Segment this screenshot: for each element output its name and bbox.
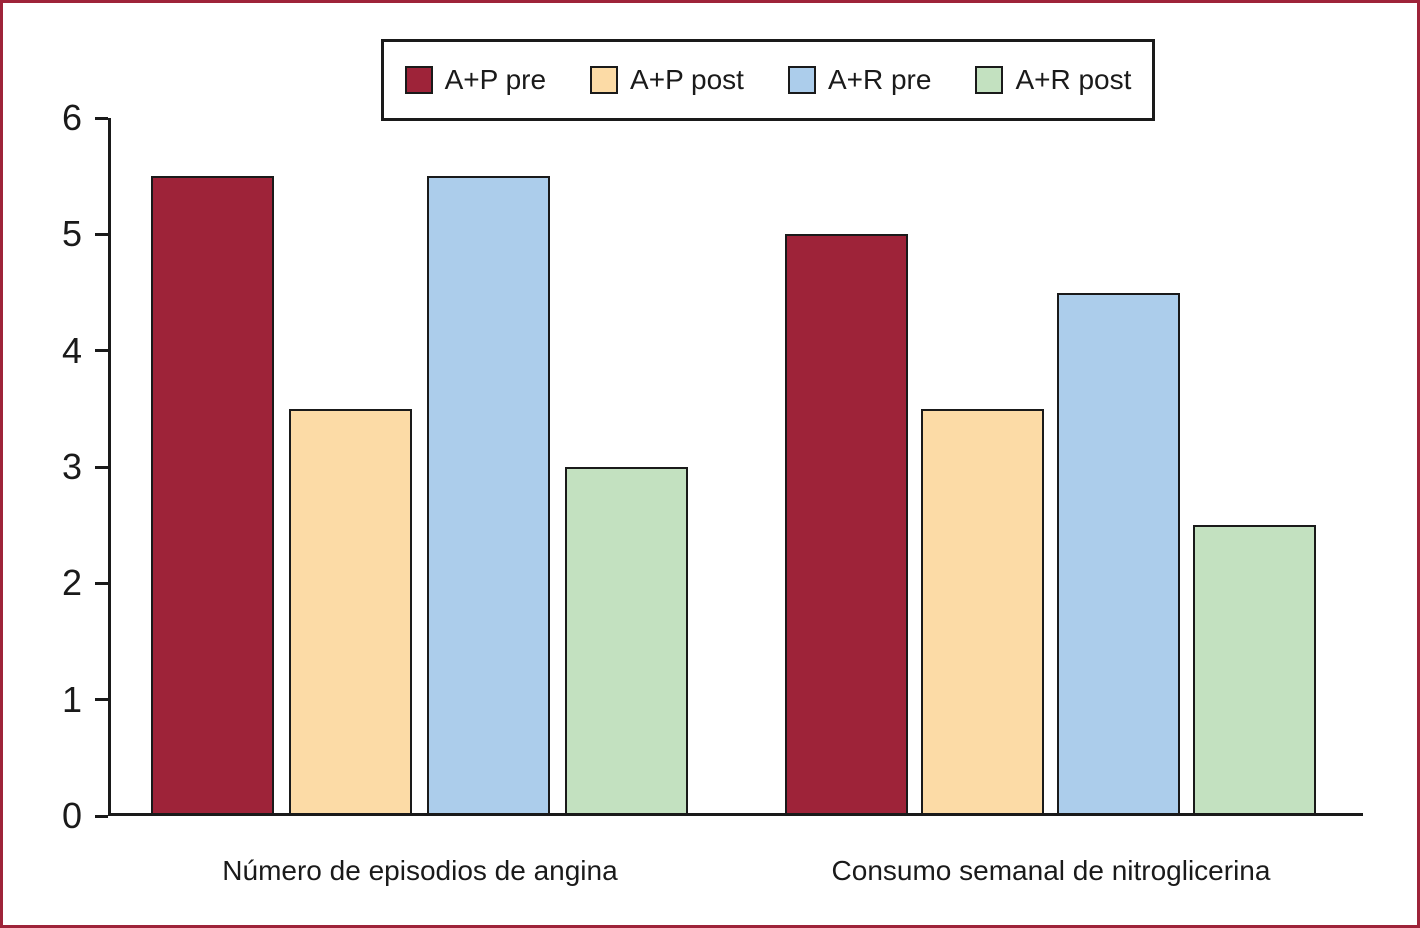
legend-swatch-icon [590, 66, 619, 94]
legend-item: A+R post [975, 66, 1131, 94]
y-axis-tick-label: 1 [61, 678, 82, 720]
bar-a-r-post-group2 [1193, 525, 1316, 816]
legend-swatch-icon [404, 66, 433, 94]
bar-a-p-post-group1 [289, 408, 412, 816]
bar-a-p-post-group2 [921, 408, 1044, 816]
y-axis-tick-label: 4 [61, 329, 82, 371]
y-axis-tick-label: 3 [61, 446, 82, 487]
y-axis-tick [95, 581, 108, 585]
y-axis-tick-label: 5 [61, 213, 82, 255]
bar-a-r-pre-group2 [1057, 292, 1180, 816]
legend-label: A+P post [630, 64, 744, 95]
y-axis-tick [95, 232, 108, 236]
bar-a-r-post-group1 [565, 467, 688, 816]
y-axis-tick [95, 814, 108, 818]
legend-label: A+R pre [827, 64, 932, 95]
bar-a-p-pre-group1 [151, 176, 274, 816]
legend-swatch-icon [787, 66, 816, 94]
y-axis-tick-label: 2 [61, 562, 82, 604]
bar-a-r-pre-group1 [427, 176, 550, 816]
category-label: Número de episodios de angina [222, 855, 618, 886]
x-axis-line [108, 813, 1363, 816]
legend: A+P pre A+P post A+R pre A+R post [381, 39, 1155, 121]
legend-label: A+P pre [444, 64, 547, 95]
y-axis-tick [95, 465, 108, 469]
category-label: Consumo semanal de nitroglicerina [831, 855, 1271, 886]
bar-a-p-pre-group2 [785, 234, 908, 816]
plot-area: 0 1 2 3 4 5 6 Número de episodios de angina Con… [62, 100, 1363, 886]
y-axis-tick [95, 116, 108, 120]
y-axis-tick [95, 349, 108, 353]
legend-label: A+R post [1015, 64, 1132, 95]
legend-item: A+P post [590, 66, 744, 94]
y-axis-tick-label: 0 [61, 795, 82, 836]
y-axis-line [108, 118, 111, 816]
y-axis-tick-label: 6 [61, 97, 82, 138]
legend-swatch-icon [975, 66, 1004, 94]
y-axis-tick [95, 698, 108, 702]
legend-item: A+P pre [404, 64, 547, 95]
legend-item: A+R pre [787, 64, 932, 95]
